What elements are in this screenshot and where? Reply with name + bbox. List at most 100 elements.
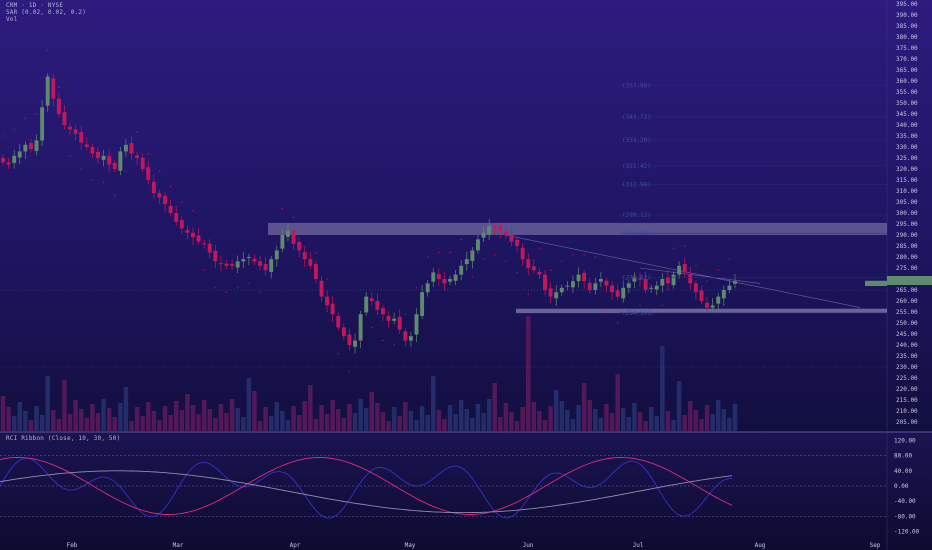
candle-body[interactable]	[626, 283, 631, 288]
candle-body[interactable]	[509, 235, 514, 242]
candle-body[interactable]	[559, 287, 564, 293]
candle-body[interactable]	[531, 266, 536, 271]
candle-body[interactable]	[688, 274, 693, 284]
candle-body[interactable]	[470, 250, 475, 261]
candle-body[interactable]	[548, 288, 553, 297]
candle-body[interactable]	[598, 279, 603, 282]
candle-body[interactable]	[716, 296, 721, 304]
candle-body[interactable]	[68, 126, 73, 130]
candle-body[interactable]	[453, 274, 458, 281]
candle-body[interactable]	[96, 151, 100, 158]
candle-body[interactable]	[554, 292, 559, 299]
trend-line[interactable]	[504, 234, 861, 308]
candle-body[interactable]	[364, 296, 369, 313]
support-zone[interactable]	[516, 308, 887, 314]
candle-body[interactable]	[302, 252, 307, 260]
candle-body[interactable]	[28, 143, 33, 150]
candle-body[interactable]	[604, 280, 609, 286]
rci-legend[interactable]: RCI Ribbon (Close, 10, 30, 50)	[6, 435, 121, 442]
candle-body[interactable]	[375, 301, 380, 310]
candle-body[interactable]	[727, 285, 732, 290]
candle-body[interactable]	[230, 264, 235, 266]
candle-body[interactable]	[638, 278, 642, 280]
candle-body[interactable]	[582, 272, 587, 282]
candle-body[interactable]	[325, 296, 330, 306]
candle-body[interactable]	[397, 316, 402, 330]
candle-body[interactable]	[313, 264, 318, 279]
candle-body[interactable]	[179, 220, 184, 229]
candle-body[interactable]	[258, 261, 262, 266]
candle-body[interactable]	[23, 144, 28, 152]
candle-body[interactable]	[677, 265, 682, 275]
candle-body[interactable]	[436, 274, 441, 279]
candle-body[interactable]	[487, 226, 492, 235]
candle-body[interactable]	[274, 250, 279, 260]
candle-body[interactable]	[84, 144, 89, 147]
candle-body[interactable]	[246, 257, 251, 258]
candle-body[interactable]	[503, 232, 508, 235]
candle-body[interactable]	[481, 232, 486, 238]
candle-body[interactable]	[51, 78, 56, 99]
volume-legend[interactable]: Vol	[6, 16, 18, 23]
candle-body[interactable]	[682, 264, 687, 273]
candle-body[interactable]	[319, 280, 324, 297]
candle-body[interactable]	[6, 162, 11, 165]
candle-body[interactable]	[286, 230, 290, 237]
candle-body[interactable]	[403, 331, 408, 341]
candle-body[interactable]	[62, 112, 67, 125]
candle-body[interactable]	[543, 274, 547, 290]
candle-body[interactable]	[643, 279, 648, 290]
candle-body[interactable]	[386, 315, 391, 321]
candle-body[interactable]	[408, 336, 413, 341]
candle-body[interactable]	[414, 314, 419, 335]
candle-body[interactable]	[420, 292, 425, 316]
candle-body[interactable]	[459, 265, 464, 275]
candle-body[interactable]	[381, 308, 385, 315]
candle-body[interactable]	[73, 129, 78, 134]
candle-body[interactable]	[252, 258, 257, 262]
candle-body[interactable]	[392, 318, 397, 321]
candle-body[interactable]	[163, 195, 168, 205]
candle-body[interactable]	[157, 193, 162, 198]
candle-body[interactable]	[308, 259, 313, 266]
candle-body[interactable]	[526, 259, 531, 268]
candle-body[interactable]	[665, 277, 670, 284]
candle-body[interactable]	[615, 290, 620, 297]
resistance-zone[interactable]	[268, 222, 887, 235]
sar-legend[interactable]: SAR (0.02, 0.02, 0.2)	[6, 9, 87, 16]
candle-body[interactable]	[235, 261, 240, 268]
candle-body[interactable]	[699, 290, 704, 301]
candle-body[interactable]	[425, 283, 430, 293]
candle-body[interactable]	[107, 155, 112, 165]
candle-body[interactable]	[40, 107, 45, 141]
candle-body[interactable]	[498, 226, 503, 231]
candle-body[interactable]	[464, 259, 469, 265]
candle-body[interactable]	[263, 264, 268, 271]
candle-body[interactable]	[185, 230, 190, 233]
candle-body[interactable]	[174, 213, 179, 222]
candle-body[interactable]	[733, 281, 737, 284]
candle-body[interactable]	[207, 243, 212, 253]
candle-body[interactable]	[515, 239, 520, 246]
candle-body[interactable]	[369, 298, 374, 301]
candle-body[interactable]	[431, 272, 436, 282]
candle-body[interactable]	[269, 259, 274, 272]
candle-body[interactable]	[151, 181, 156, 194]
candle-body[interactable]	[565, 285, 570, 287]
candle-body[interactable]	[191, 232, 195, 238]
candle-body[interactable]	[12, 155, 17, 163]
candle-body[interactable]	[135, 155, 140, 158]
candle-body[interactable]	[710, 305, 715, 308]
candle-body[interactable]	[118, 151, 123, 171]
candle-body[interactable]	[610, 285, 615, 293]
candle-body[interactable]	[241, 259, 246, 262]
candle-body[interactable]	[297, 242, 302, 251]
main-legend[interactable]: CRM · 1D · NYSE SAR (0.02, 0.02, 0.2) Vo…	[6, 2, 86, 23]
candle-body[interactable]	[291, 230, 296, 244]
candle-body[interactable]	[705, 302, 710, 308]
candle-body[interactable]	[34, 140, 39, 151]
candle-body[interactable]	[101, 155, 106, 160]
candle-body[interactable]	[587, 282, 592, 290]
candle-body[interactable]	[537, 271, 542, 275]
